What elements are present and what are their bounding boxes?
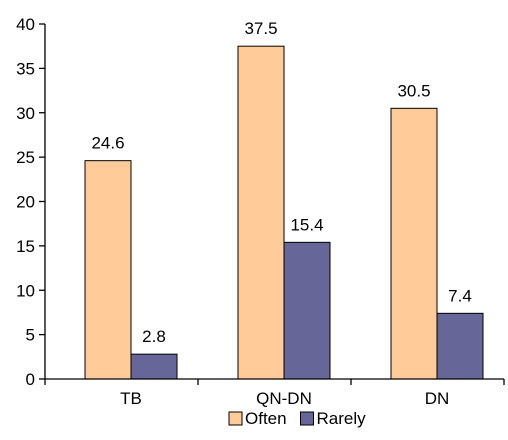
category-label-qn-dn: QN-DN: [256, 389, 312, 408]
data-label-often-qn-dn: 37.5: [244, 19, 277, 38]
legend: Often Rarely: [228, 409, 367, 428]
y-tick-label: 25: [16, 148, 35, 167]
data-label-rarely-tb: 2.8: [142, 327, 166, 346]
category-label-dn: DN: [425, 389, 450, 408]
bar-often-qn-dn: [237, 45, 285, 380]
data-label-often-tb: 24.6: [91, 134, 124, 153]
data-label-rarely-dn: 7.4: [448, 286, 472, 305]
y-axis: 0 5 10 15 20 25 30 35 40: [16, 15, 46, 389]
y-tick-label: 35: [16, 59, 35, 78]
y-tick-label: 15: [16, 237, 35, 256]
y-tick-label: 40: [16, 15, 35, 34]
y-tick-label: 0: [26, 370, 35, 389]
data-label-often-dn: 30.5: [397, 81, 430, 100]
legend-swatch-often: [228, 411, 243, 426]
bar-often-dn: [390, 107, 438, 380]
data-label-rarely-qn-dn: 15.4: [290, 215, 323, 234]
y-tick-label: 30: [16, 104, 35, 123]
y-tick-label: 10: [16, 281, 35, 300]
y-tick-label: 20: [16, 193, 35, 212]
bar-rarely-qn-dn: [283, 241, 331, 380]
bars: [84, 45, 484, 380]
category-label-tb: TB: [120, 389, 142, 408]
legend-label-rarely: Rarely: [317, 409, 367, 428]
x-axis: TB QN-DN DN: [44, 378, 505, 408]
y-tick-label: 5: [26, 326, 35, 345]
bar-rarely-dn: [436, 312, 484, 380]
bar-often-tb: [84, 160, 132, 380]
data-labels: 24.6 2.8 37.5 15.4 30.5 7.4: [91, 19, 471, 346]
legend-swatch-rarely: [300, 411, 314, 426]
legend-label-often: Often: [245, 409, 287, 428]
bar-rarely-tb: [130, 353, 178, 380]
